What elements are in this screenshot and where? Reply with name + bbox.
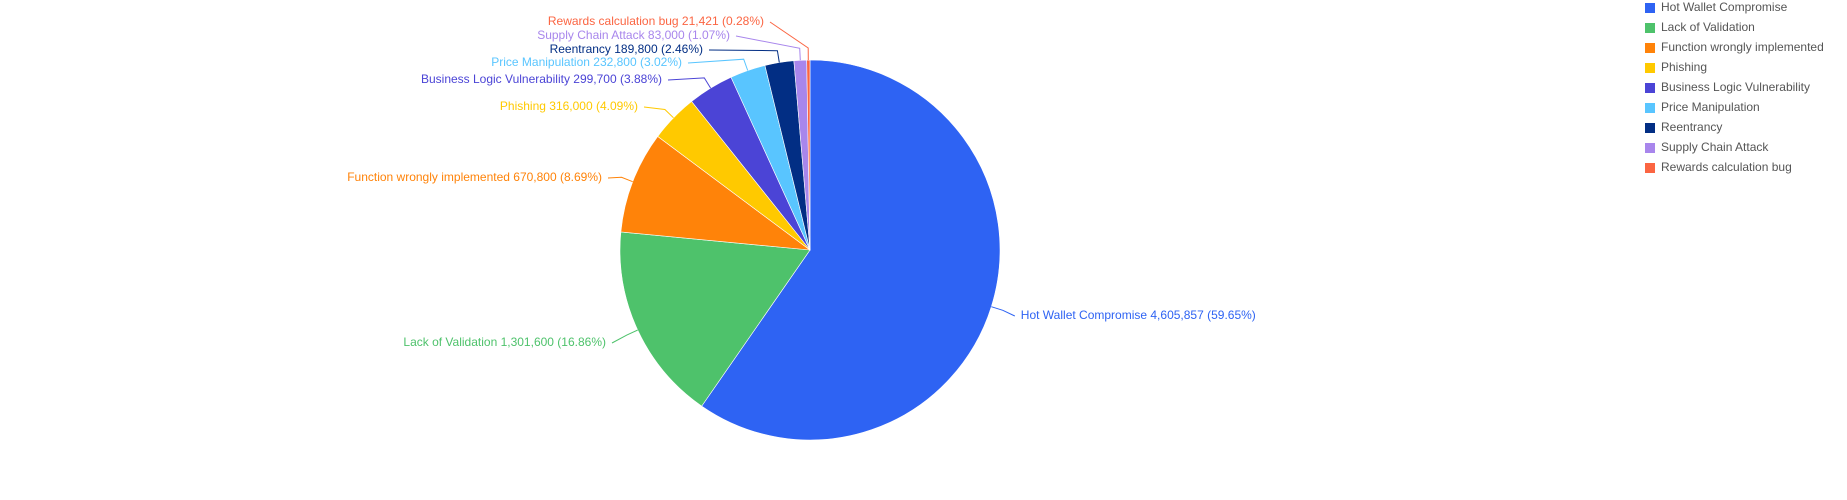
leader-line-rewards-calculation-bug xyxy=(769,21,809,61)
slice-label-rewards-calculation-bug: Rewards calculation bug 21,421 (0.28%) xyxy=(548,14,764,28)
leader-line-lack-of-validation xyxy=(611,329,638,344)
slice-label-business-logic-vulnerability: Business Logic Vulnerability 299,700 (3.… xyxy=(421,72,662,86)
legend-swatch-price-manipulation xyxy=(1645,103,1655,113)
legend-swatch-lack-of-validation xyxy=(1645,23,1655,33)
legend-item-rewards-calculation-bug[interactable]: Rewards calculation bug xyxy=(1645,160,1792,174)
pie-slices xyxy=(619,59,1001,441)
slice-label-reentrancy: Reentrancy 189,800 (2.46%) xyxy=(550,42,703,56)
leader-line-supply-chain-attack xyxy=(735,35,801,61)
legend-item-hot-wallet-compromise[interactable]: Hot Wallet Compromise xyxy=(1645,0,1788,14)
leader-line-reentrancy xyxy=(708,49,780,63)
legend-label-business-logic-vulnerability: Business Logic Vulnerability xyxy=(1661,80,1810,94)
legend-swatch-rewards-calculation-bug xyxy=(1645,163,1655,173)
pie-slice-rewards-calculation-bug[interactable] xyxy=(806,59,811,251)
leader-line-hot-wallet-compromise xyxy=(991,306,1016,317)
legend-label-supply-chain-attack: Supply Chain Attack xyxy=(1661,140,1769,154)
leader-line-phishing xyxy=(643,106,674,119)
legend-item-supply-chain-attack[interactable]: Supply Chain Attack xyxy=(1645,140,1769,154)
legend: Hot Wallet Compromise Lack of Validation F… xyxy=(1645,0,1824,174)
legend-item-function-wrongly-implemented[interactable]: Function wrongly implemented xyxy=(1645,40,1824,54)
slice-label-supply-chain-attack: Supply Chain Attack 83,000 (1.07%) xyxy=(537,28,730,42)
legend-label-lack-of-validation: Lack of Validation xyxy=(1661,20,1755,34)
legend-item-reentrancy[interactable]: Reentrancy xyxy=(1645,120,1722,134)
slice-label-phishing: Phishing 316,000 (4.09%) xyxy=(500,99,638,113)
legend-label-function-wrongly-implemented: Function wrongly implemented xyxy=(1661,40,1824,54)
legend-swatch-supply-chain-attack xyxy=(1645,143,1655,153)
slice-label-lack-of-validation: Lack of Validation 1,301,600 (16.86%) xyxy=(403,335,606,349)
legend-item-business-logic-vulnerability[interactable]: Business Logic Vulnerability xyxy=(1645,80,1810,94)
slice-label-function-wrongly-implemented: Function wrongly implemented 670,800 (8.… xyxy=(347,170,602,184)
slice-label-price-manipulation: Price Manipulation 232,800 (3.02%) xyxy=(491,55,682,69)
legend-label-reentrancy: Reentrancy xyxy=(1661,120,1722,134)
legend-swatch-business-logic-vulnerability xyxy=(1645,83,1655,93)
leader-line-business-logic-vulnerability xyxy=(667,77,712,89)
legend-label-price-manipulation: Price Manipulation xyxy=(1661,100,1760,114)
leader-line-function-wrongly-implemented xyxy=(607,176,633,183)
leader-line-price-manipulation xyxy=(687,58,749,71)
legend-item-price-manipulation[interactable]: Price Manipulation xyxy=(1645,100,1760,114)
legend-swatch-function-wrongly-implemented xyxy=(1645,43,1655,53)
legend-swatch-reentrancy xyxy=(1645,123,1655,133)
slice-label-hot-wallet-compromise: Hot Wallet Compromise 4,605,857 (59.65%) xyxy=(1021,308,1256,322)
legend-label-phishing: Phishing xyxy=(1661,60,1707,74)
label-leader-lines xyxy=(607,21,1016,344)
legend-swatch-hot-wallet-compromise xyxy=(1645,3,1655,13)
legend-label-rewards-calculation-bug: Rewards calculation bug xyxy=(1661,160,1792,174)
legend-item-phishing[interactable]: Phishing xyxy=(1645,60,1707,74)
legend-swatch-phishing xyxy=(1645,63,1655,73)
pie-slice-function-wrongly-implemented[interactable] xyxy=(620,135,812,251)
legend-label-hot-wallet-compromise: Hot Wallet Compromise xyxy=(1661,0,1788,14)
slice-labels: Hot Wallet Compromise 4,605,857 (59.65%)… xyxy=(347,14,1256,349)
legend-item-lack-of-validation[interactable]: Lack of Validation xyxy=(1645,20,1755,34)
